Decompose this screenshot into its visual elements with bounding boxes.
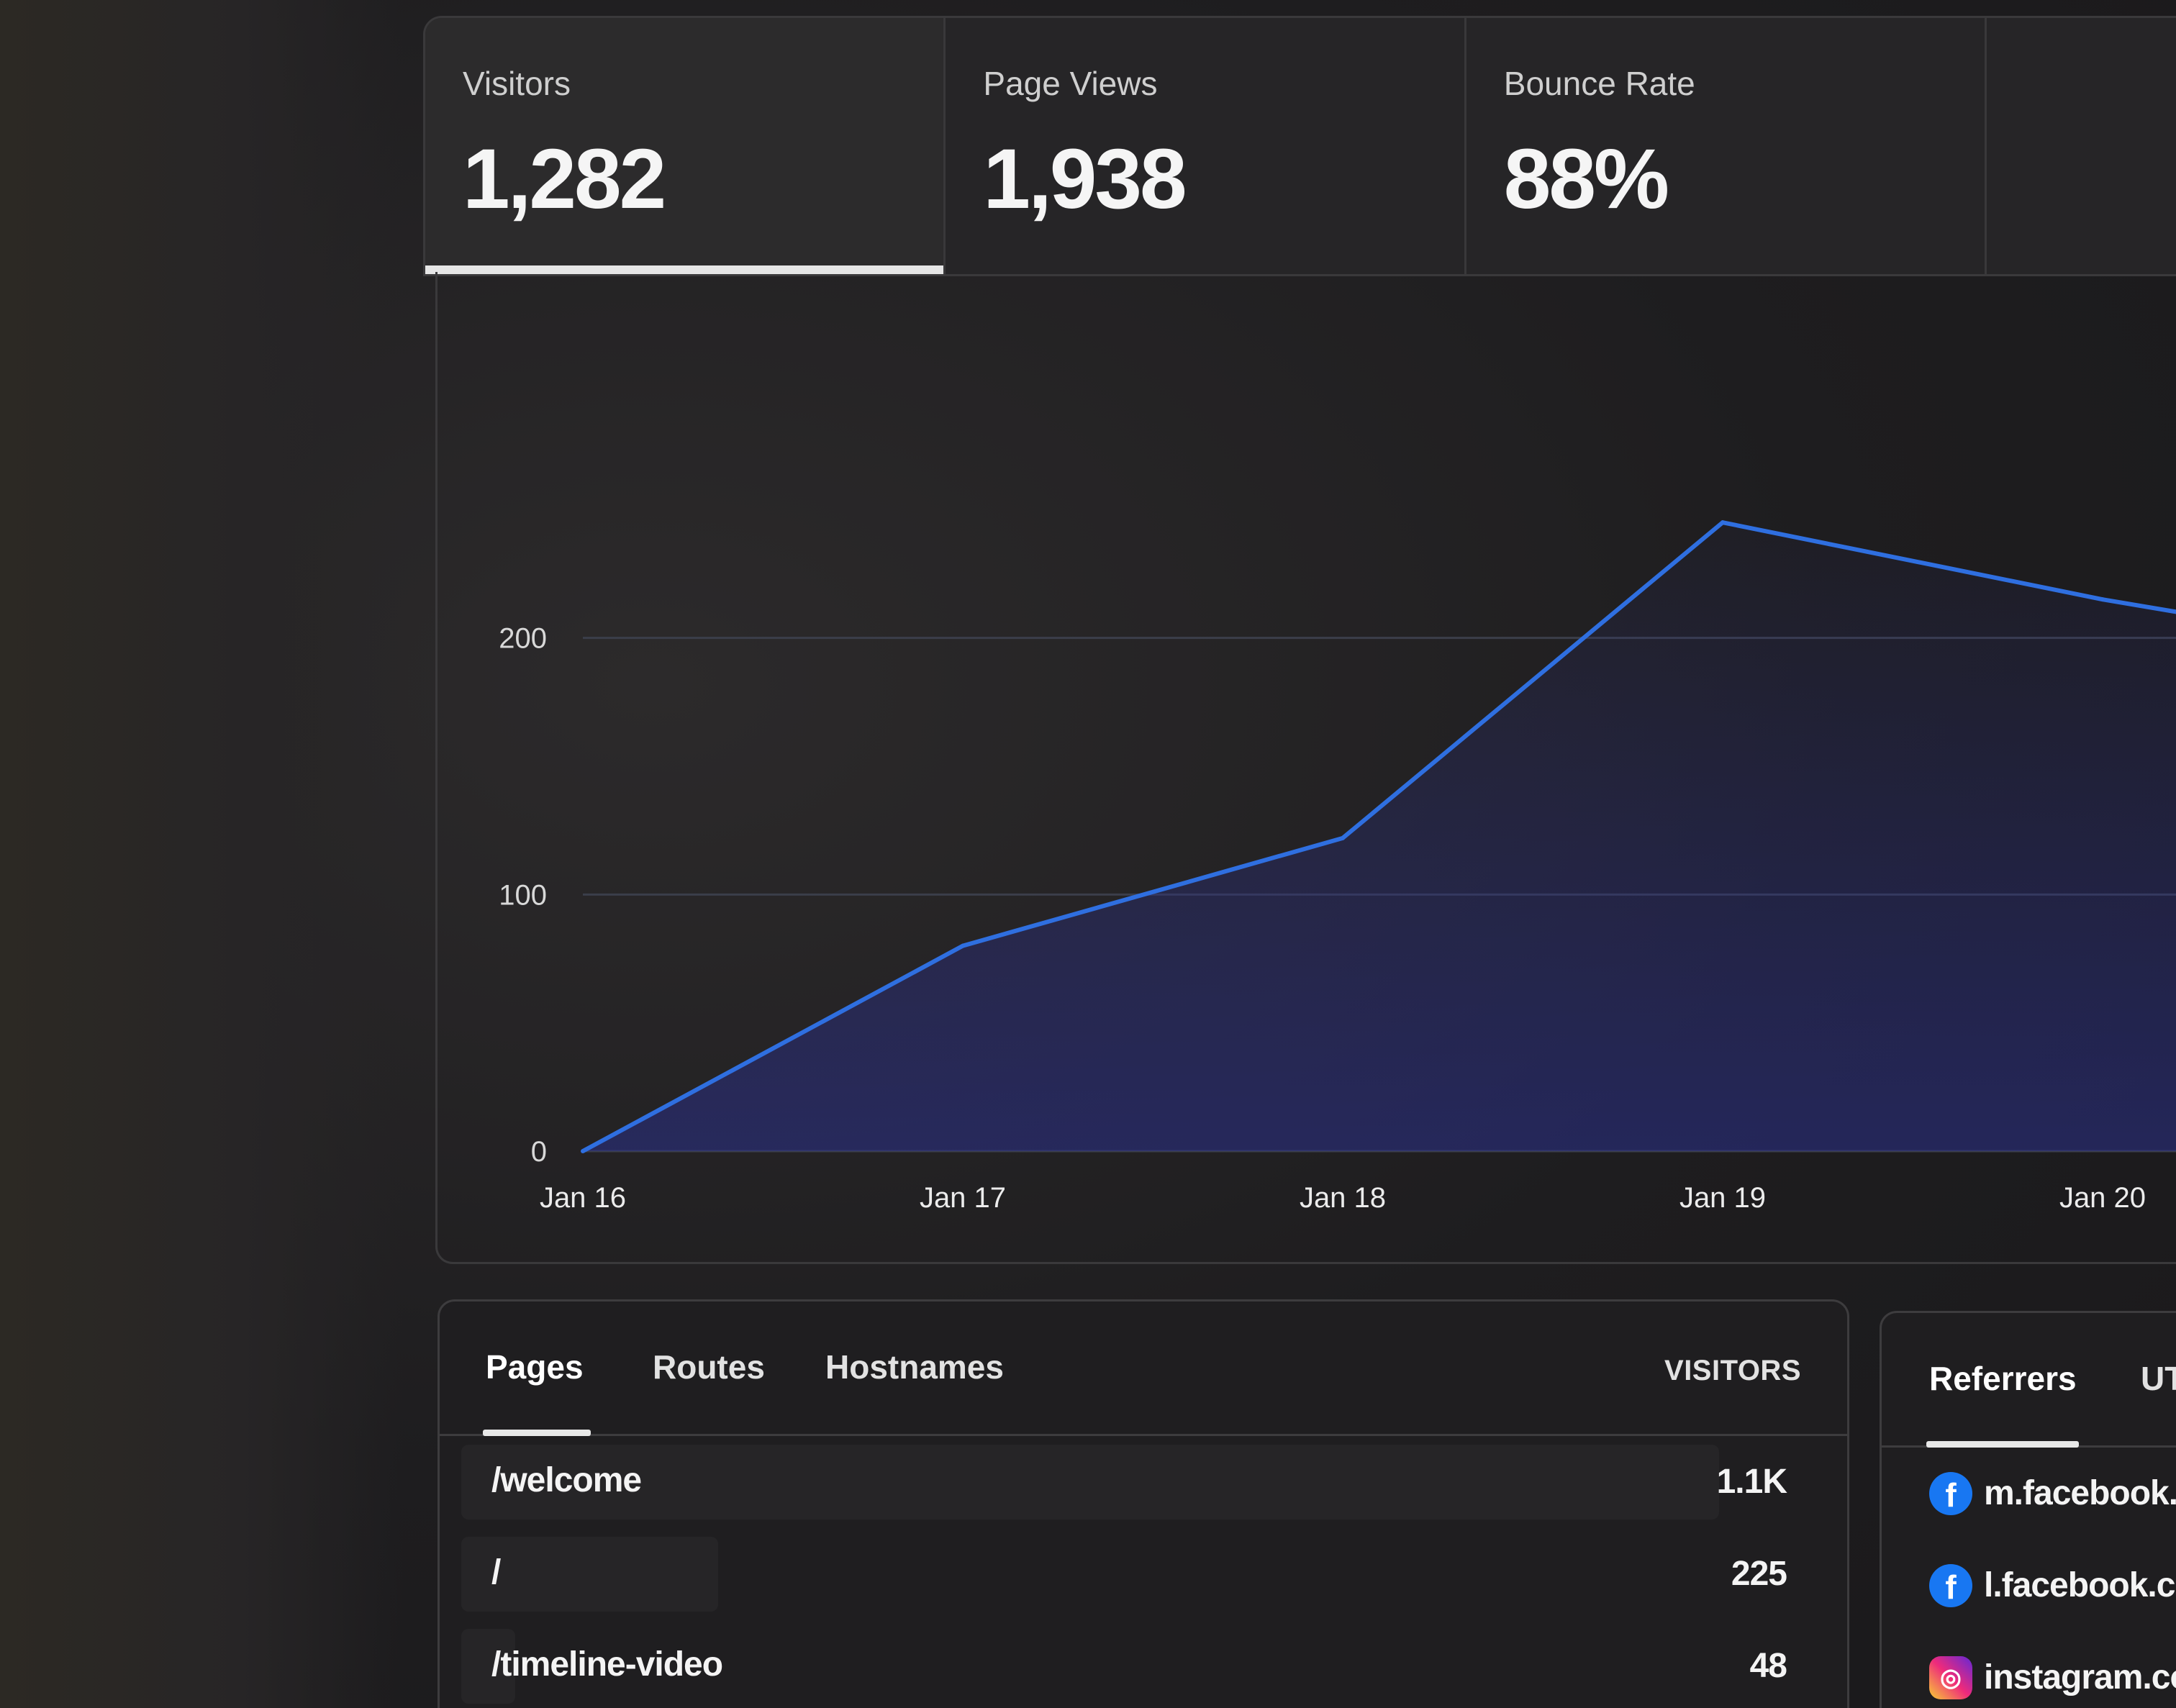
x-tick-label: Jan 16 [540,1182,626,1214]
pages-tabbar: Pages Routes Hostnames VISITORS [440,1302,1847,1436]
stat-next[interactable] [1987,18,2176,274]
referrer-name: m.facebook.c [1984,1474,2176,1512]
data-point [1721,520,1725,525]
tab-routes[interactable]: Routes [653,1348,765,1386]
stat-label: Visitors [463,65,571,102]
left-background [0,0,403,1708]
page-row-bar [461,1445,1719,1520]
stat-label: Bounce Rate [1503,65,1695,102]
x-tick-label: Jan 17 [920,1182,1006,1214]
stat-label: Page Views [983,65,1158,102]
stat-page-views[interactable]: Page Views 1,938 [946,18,1466,274]
tab-utm[interactable]: UT [2141,1360,2176,1397]
pages-panel: Pages Routes Hostnames VISITORS /welcome… [438,1299,1849,1708]
page-visitors: 48 [1749,1647,1787,1685]
data-point [1341,835,1345,840]
data-point [581,1149,585,1153]
page-path: / [491,1553,501,1591]
referrer-row[interactable]: f l.facebook.co [1882,1540,2176,1632]
page-path: /welcome [491,1461,642,1499]
page-visitors: 1.1K [1716,1463,1787,1501]
active-stat-indicator [425,265,944,274]
page-path: /timeline-video [491,1645,723,1684]
data-point [961,943,965,948]
active-tab-indicator [483,1430,591,1436]
facebook-icon: f [1929,1564,1972,1607]
page-visitors: 225 [1731,1555,1787,1593]
y-tick-label: 0 [531,1136,547,1168]
y-tick-label: 200 [499,623,547,655]
tab-pages[interactable]: Pages [486,1348,584,1386]
page-row[interactable]: /timeline-video 48 [440,1620,1847,1708]
referrer-name: l.facebook.co [1984,1566,2176,1604]
y-tick-label: 100 [499,879,547,911]
referrer-row[interactable]: f m.facebook.c [1882,1448,2176,1540]
area-fill [583,522,2176,1151]
referrer-row[interactable]: ◎ instagram.co [1882,1632,2176,1708]
tab-referrers[interactable]: Referrers [1929,1360,2077,1397]
tab-hostnames[interactable]: Hostnames [825,1348,1004,1386]
stat-visitors[interactable]: Visitors 1,282 [425,18,946,274]
x-tick-label: Jan 20 [2059,1182,2146,1214]
stat-bounce-rate[interactable]: Bounce Rate 88% [1466,18,1987,274]
facebook-icon: f [1929,1472,1972,1515]
stat-value: 1,282 [463,132,666,227]
page-row-bar [461,1537,718,1612]
page-row[interactable]: / 225 [440,1528,1847,1620]
instagram-icon: ◎ [1929,1656,1972,1699]
stat-value: 1,938 [983,132,1187,227]
page-row[interactable]: /welcome 1.1K [440,1436,1847,1528]
x-tick-label: Jan 19 [1679,1182,1766,1214]
referrers-panel: Referrers UT f m.facebook.c f l.facebook… [1880,1311,2176,1708]
stat-value: 88% [1503,132,1669,227]
x-tick-label: Jan 18 [1300,1182,1386,1214]
referrer-name: instagram.co [1984,1658,2176,1696]
active-tab-indicator [1926,1441,2079,1448]
referrers-tabbar: Referrers UT [1882,1313,2176,1448]
stats-tabs: Visitors 1,282 Page Views 1,938 Bounce R… [423,16,2176,276]
page-row-bar [461,1629,515,1704]
data-point [2100,597,2105,602]
visitors-column-header: VISITORS [1664,1355,1801,1386]
series-line [581,520,2176,1153]
